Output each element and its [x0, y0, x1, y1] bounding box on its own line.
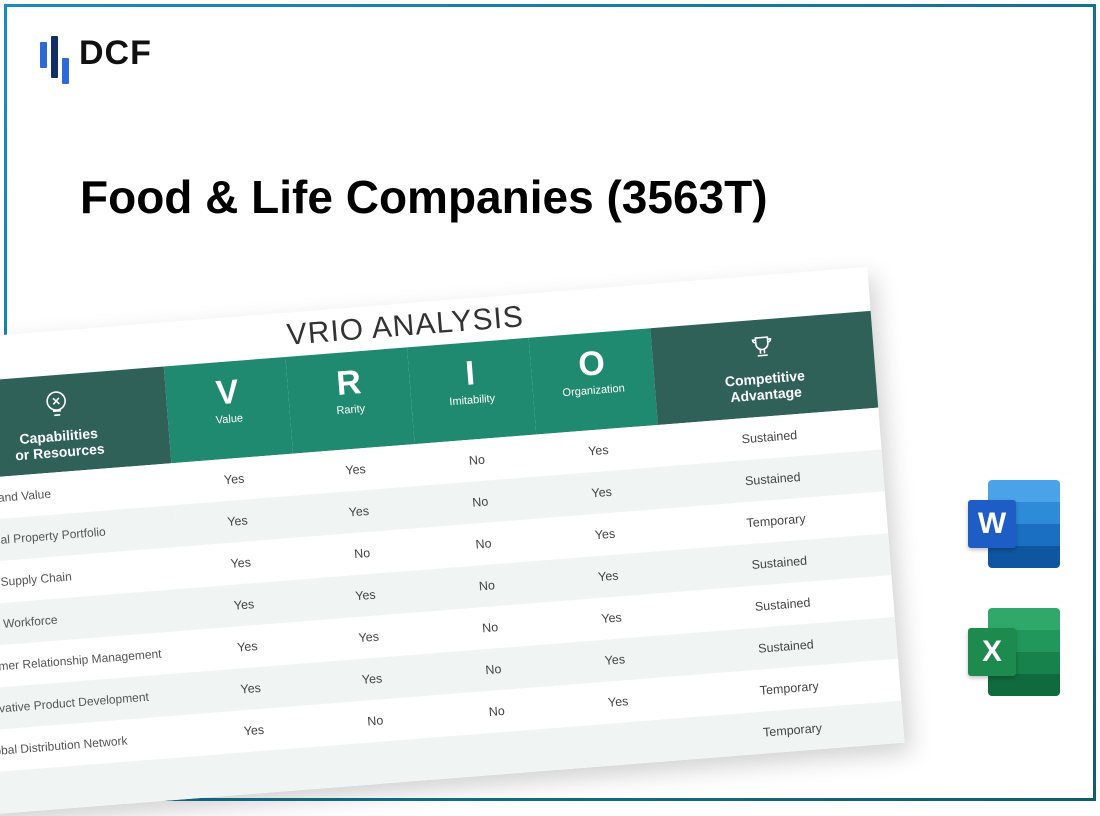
lightbulb-icon: [0, 381, 164, 431]
vrio-table: Capabilities or Resources V Value R Rari…: [0, 311, 905, 816]
col-r-letter: R: [291, 362, 407, 405]
word-letter: W: [968, 500, 1016, 548]
col-r: R Rarity: [286, 347, 415, 453]
col-capabilities: Capabilities or Resources: [0, 366, 172, 480]
trophy-icon: [655, 325, 870, 373]
word-icon[interactable]: W: [968, 480, 1060, 568]
file-icons: W X: [968, 480, 1060, 696]
col-advantage-label: Competitive Advantage: [724, 367, 805, 405]
excel-letter: X: [968, 628, 1016, 676]
col-i-letter: I: [412, 352, 528, 395]
col-o: O Organization: [528, 328, 657, 434]
logo-bars-icon: [40, 28, 69, 78]
col-i: I Imitability: [407, 338, 536, 444]
col-o-letter: O: [533, 343, 649, 386]
vrio-table-card: VRIO ANALYSIS Capabilities or Resources …: [0, 267, 905, 815]
col-advantage: Competitive Advantage: [650, 311, 878, 425]
dcf-logo: DCF: [40, 28, 152, 78]
excel-icon[interactable]: X: [968, 608, 1060, 696]
logo-text: DCF: [79, 34, 152, 73]
page-title: Food & Life Companies (3563T): [80, 170, 768, 224]
col-capabilities-label: Capabilities or Resources: [15, 425, 105, 463]
col-v: V Value: [164, 357, 293, 463]
col-v-letter: V: [169, 371, 285, 414]
